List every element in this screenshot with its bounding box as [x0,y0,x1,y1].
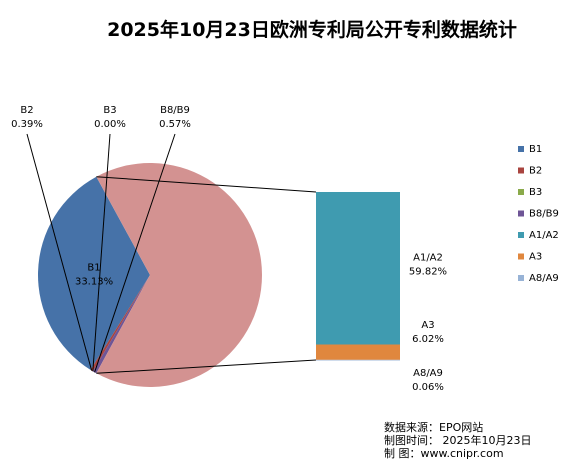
source-line-1: 制图时间： 2025年10月23日 [384,433,531,447]
legend-label-b1: B1 [529,144,542,155]
label-b3: B30.00% [94,105,126,130]
legend-label-b8-b9: B8/B9 [529,209,559,220]
legend-swatch-b1 [518,146,524,152]
legend-label-a1-a2: A1/A2 [529,230,559,241]
legend-swatch-b2 [518,168,524,174]
chart-title: 2025年10月23日欧洲专利局公开专利数据统计 [107,18,517,41]
legend-swatch-a1-a2 [518,232,524,238]
label-b2: B20.39% [11,105,43,130]
legend-swatch-b3 [518,189,524,195]
legend-swatch-a8-a9 [518,275,524,281]
source-line-2: 制 图：www.cnipr.com [384,447,504,460]
legend-swatch-b8-b9 [518,211,524,217]
source-info: 数据来源：EPO网站制图时间： 2025年10月23日制 图：www.cnipr… [384,420,531,460]
legend-label-a8-a9: A8/A9 [529,273,559,284]
label-a8-a9: A8/A90.06% [412,368,444,393]
label-b8-b9: B8/B90.57% [159,105,191,130]
legend-swatch-a3 [518,254,524,260]
legend: B1 B2 B3 B8/B9 A1/A2 A3 A8/A9 [518,144,559,284]
bar-segment-a3 [316,345,400,360]
label-a1-a2: A1/A259.82% [409,252,447,277]
source-line-0: 数据来源：EPO网站 [384,420,483,434]
legend-label-b3: B3 [529,187,542,198]
legend-label-b2: B2 [529,166,542,177]
pie [38,163,262,387]
legend-label-a3: A3 [529,252,542,263]
stacked-bar [316,192,400,360]
label-a3: A36.02% [412,320,444,345]
bar-segment-a1-a2 [316,192,400,345]
bar-segment-a8-a9 [316,360,400,361]
